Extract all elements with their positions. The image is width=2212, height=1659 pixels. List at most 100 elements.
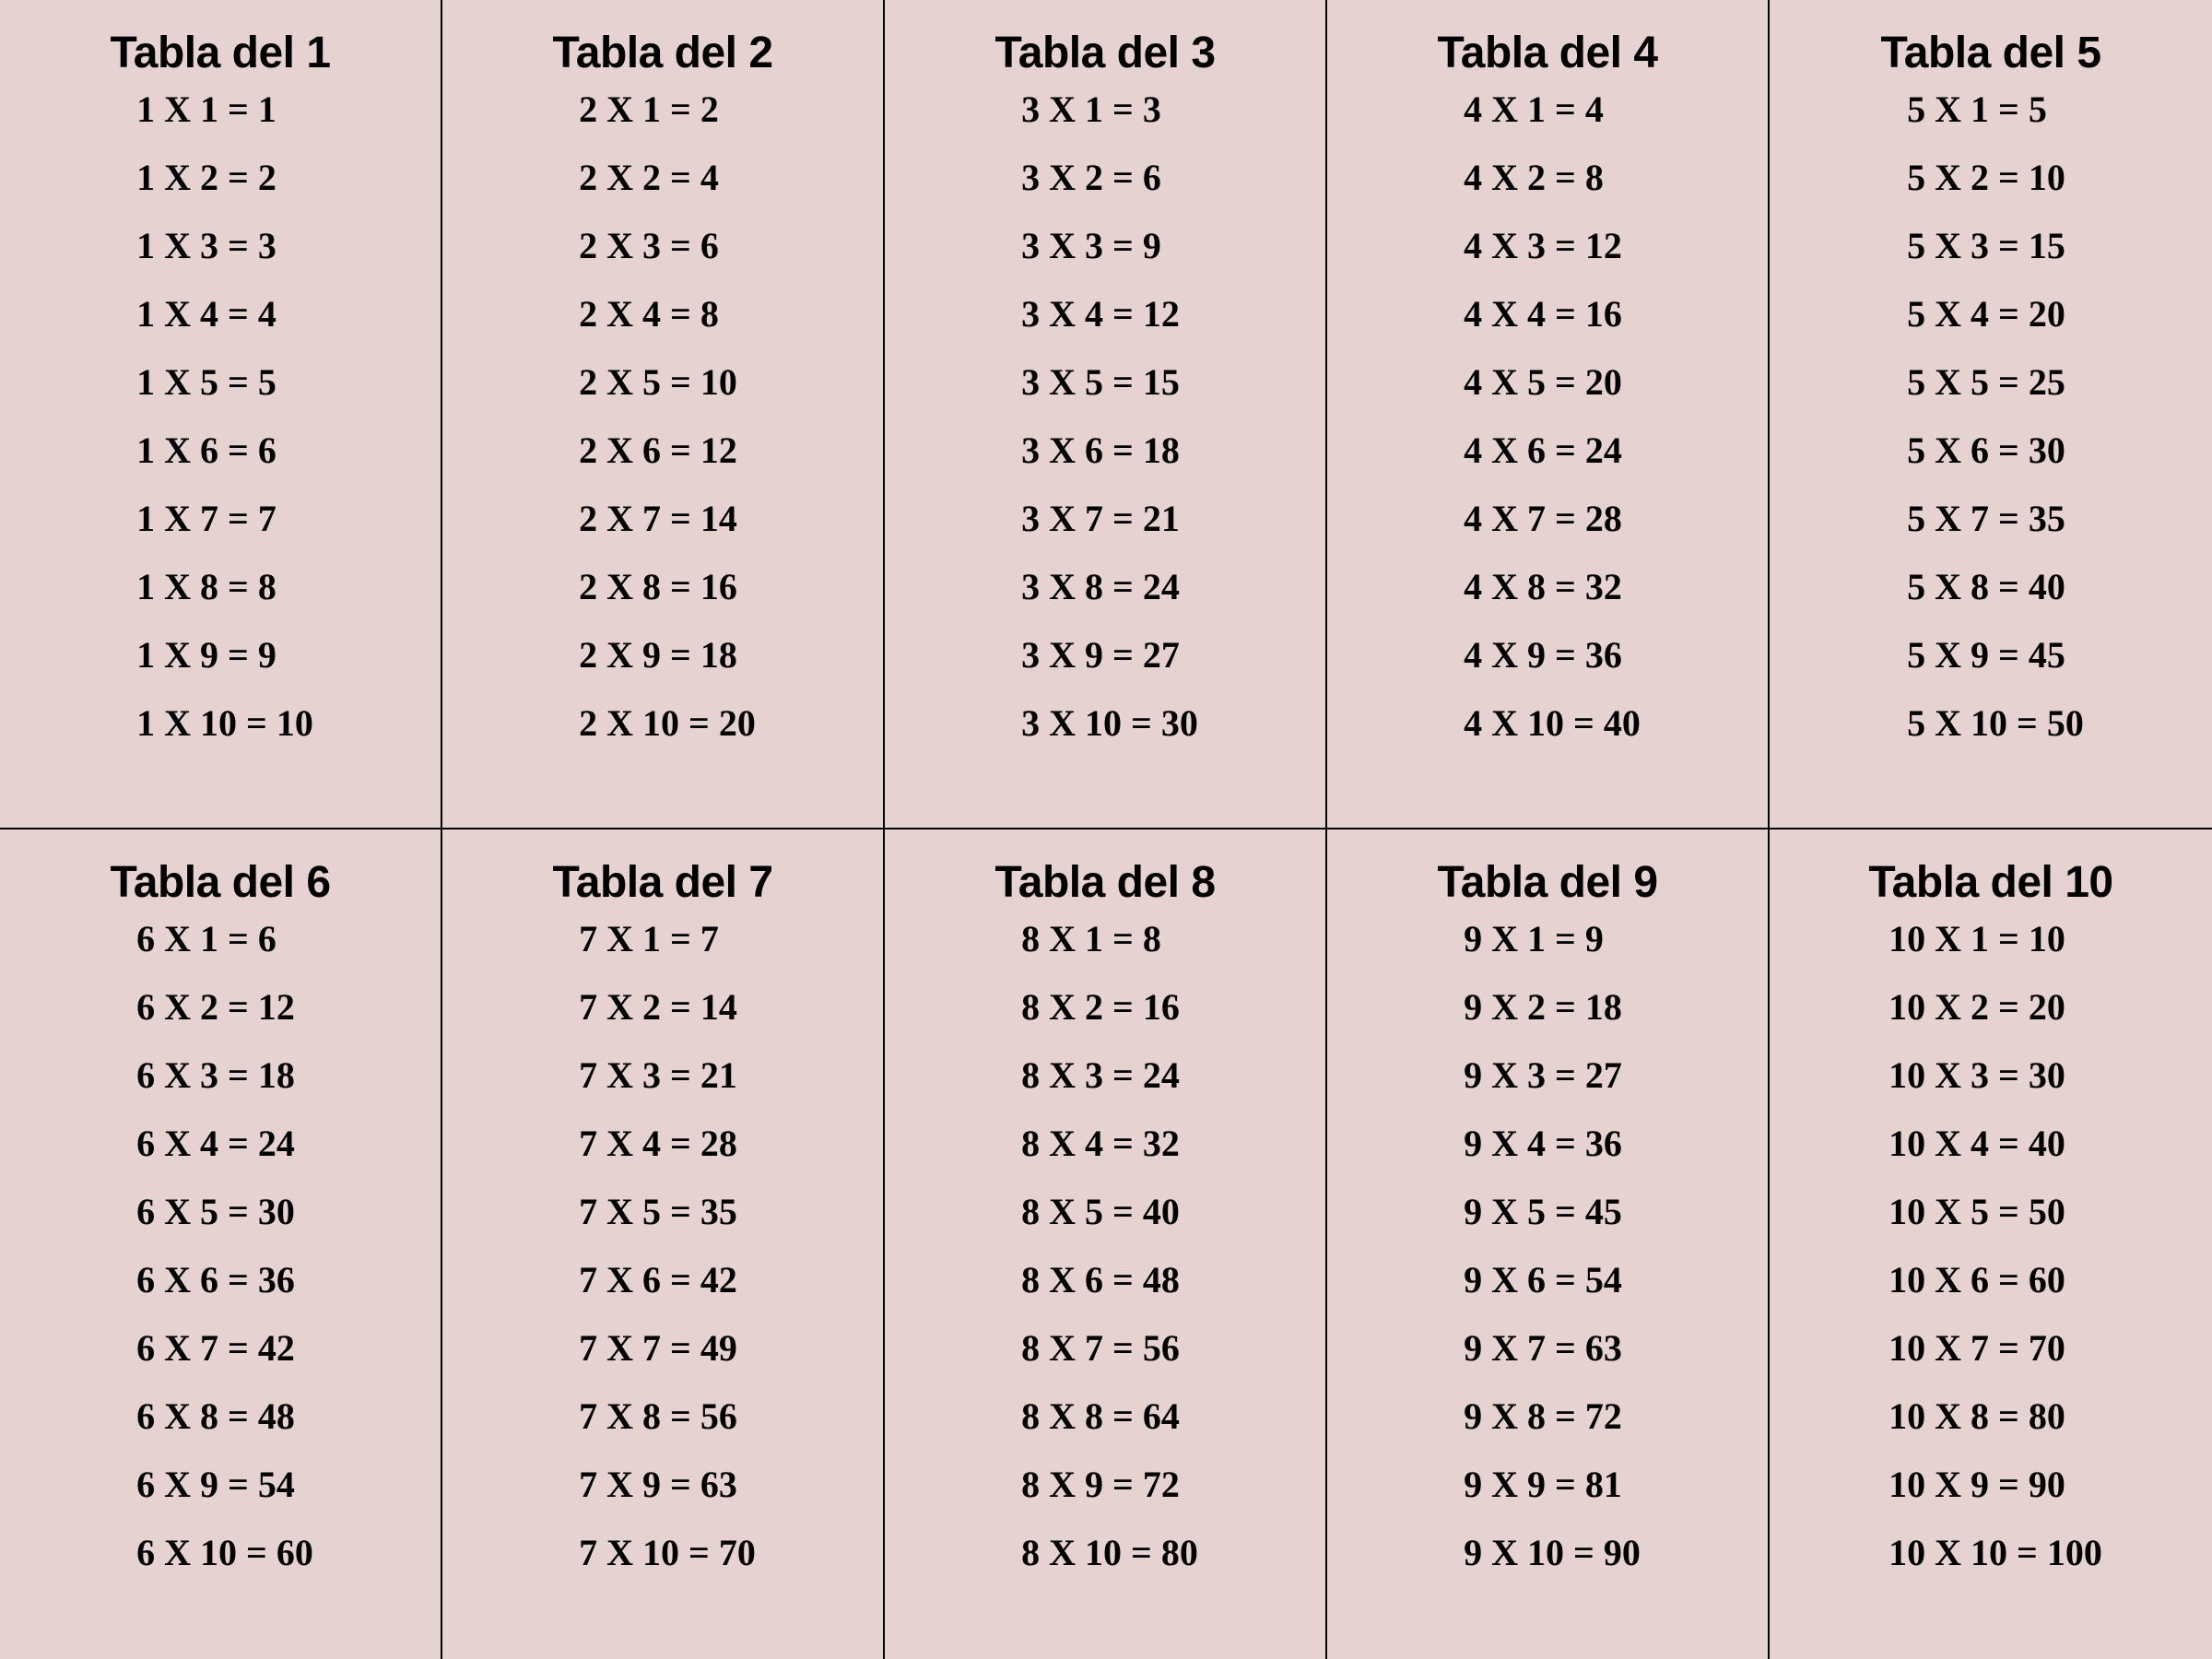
table-row: 6 X 4 = 24	[136, 1125, 295, 1162]
table-rows: 3 X 1 = 3 3 X 2 = 6 3 X 3 = 9 3 X 4 = 12…	[1012, 91, 1198, 742]
table-row: 9 X 2 = 18	[1464, 989, 1622, 1026]
table-title: Tabla del 3	[994, 28, 1215, 78]
table-row: 3 X 7 = 21	[1021, 500, 1180, 537]
table-rows: 1 X 1 = 1 1 X 2 = 2 1 X 3 = 3 1 X 4 = 4 …	[127, 91, 313, 742]
table-rows: 6 X 1 = 6 6 X 2 = 12 6 X 3 = 18 6 X 4 = …	[127, 921, 313, 1571]
table-row: 5 X 5 = 25	[1907, 364, 2065, 401]
table-row: 4 X 1 = 4	[1464, 91, 1604, 128]
table-row: 4 X 6 = 24	[1464, 432, 1622, 469]
table-row: 5 X 6 = 30	[1907, 432, 2065, 469]
table-rows: 4 X 1 = 4 4 X 2 = 8 4 X 3 = 12 4 X 4 = 1…	[1454, 91, 1641, 742]
table-row: 6 X 10 = 60	[136, 1535, 313, 1571]
table-row: 5 X 10 = 50	[1907, 705, 2084, 742]
table-rows: 10 X 1 = 10 10 X 2 = 20 10 X 3 = 30 10 X…	[1879, 921, 2102, 1571]
table-title: Tabla del 9	[1437, 857, 1657, 908]
table-row: 3 X 8 = 24	[1021, 569, 1180, 606]
table-title: Tabla del 8	[994, 857, 1215, 908]
table-row: 10 X 4 = 40	[1888, 1125, 2065, 1162]
table-row: 9 X 5 = 45	[1464, 1194, 1622, 1230]
table-title: Tabla del 6	[110, 857, 330, 908]
table-cell-2: Tabla del 2 2 X 1 = 2 2 X 2 = 4 2 X 3 = …	[442, 0, 885, 830]
table-row: 2 X 1 = 2	[579, 91, 719, 128]
table-cell-3: Tabla del 3 3 X 1 = 3 3 X 2 = 6 3 X 3 = …	[885, 0, 1327, 830]
table-row: 3 X 9 = 27	[1021, 637, 1180, 674]
table-row: 4 X 9 = 36	[1464, 637, 1622, 674]
table-row: 4 X 10 = 40	[1464, 705, 1641, 742]
table-row: 3 X 5 = 15	[1021, 364, 1180, 401]
table-row: 3 X 10 = 30	[1021, 705, 1198, 742]
table-row: 10 X 10 = 100	[1888, 1535, 2102, 1571]
table-row: 9 X 4 = 36	[1464, 1125, 1622, 1162]
table-row: 5 X 2 = 10	[1907, 159, 2065, 196]
table-row: 2 X 6 = 12	[579, 432, 737, 469]
table-row: 9 X 10 = 90	[1464, 1535, 1641, 1571]
table-row: 6 X 7 = 42	[136, 1330, 295, 1367]
table-title: Tabla del 2	[552, 28, 772, 78]
table-row: 3 X 1 = 3	[1021, 91, 1161, 128]
table-row: 4 X 5 = 20	[1464, 364, 1622, 401]
table-row: 8 X 1 = 8	[1021, 921, 1161, 958]
table-cell-9: Tabla del 9 9 X 1 = 9 9 X 2 = 18 9 X 3 =…	[1327, 830, 1770, 1659]
table-row: 7 X 3 = 21	[579, 1057, 737, 1094]
table-row: 9 X 7 = 63	[1464, 1330, 1622, 1367]
table-row: 7 X 1 = 7	[579, 921, 719, 958]
table-row: 10 X 3 = 30	[1888, 1057, 2065, 1094]
table-title: Tabla del 5	[1880, 28, 2100, 78]
table-row: 5 X 1 = 5	[1907, 91, 2047, 128]
table-row: 7 X 7 = 49	[579, 1330, 737, 1367]
table-row: 7 X 2 = 14	[579, 989, 737, 1026]
table-row: 8 X 8 = 64	[1021, 1398, 1180, 1435]
table-row: 10 X 7 = 70	[1888, 1330, 2065, 1367]
table-title: Tabla del 7	[552, 857, 772, 908]
table-cell-5: Tabla del 5 5 X 1 = 5 5 X 2 = 10 5 X 3 =…	[1770, 0, 2212, 830]
table-cell-6: Tabla del 6 6 X 1 = 6 6 X 2 = 12 6 X 3 =…	[0, 830, 442, 1659]
table-row: 1 X 7 = 7	[136, 500, 276, 537]
table-row: 7 X 9 = 63	[579, 1466, 737, 1503]
table-row: 1 X 5 = 5	[136, 364, 276, 401]
table-row: 1 X 9 = 9	[136, 637, 276, 674]
table-row: 5 X 7 = 35	[1907, 500, 2065, 537]
table-row: 9 X 8 = 72	[1464, 1398, 1622, 1435]
table-row: 5 X 8 = 40	[1907, 569, 2065, 606]
table-row: 8 X 7 = 56	[1021, 1330, 1180, 1367]
table-row: 8 X 5 = 40	[1021, 1194, 1180, 1230]
table-row: 1 X 2 = 2	[136, 159, 276, 196]
table-row: 6 X 3 = 18	[136, 1057, 295, 1094]
table-title: Tabla del 1	[110, 28, 330, 78]
table-row: 1 X 8 = 8	[136, 569, 276, 606]
multiplication-tables-grid: Tabla del 1 1 X 1 = 1 1 X 2 = 2 1 X 3 = …	[0, 0, 2212, 1659]
table-row: 5 X 3 = 15	[1907, 228, 2065, 265]
table-row: 10 X 1 = 10	[1888, 921, 2065, 958]
table-row: 6 X 9 = 54	[136, 1466, 295, 1503]
table-row: 10 X 9 = 90	[1888, 1466, 2065, 1503]
table-row: 6 X 8 = 48	[136, 1398, 295, 1435]
table-row: 3 X 2 = 6	[1021, 159, 1161, 196]
table-rows: 5 X 1 = 5 5 X 2 = 10 5 X 3 = 15 5 X 4 = …	[1898, 91, 2084, 742]
table-row: 9 X 9 = 81	[1464, 1466, 1622, 1503]
table-row: 2 X 4 = 8	[579, 296, 719, 333]
table-rows: 2 X 1 = 2 2 X 2 = 4 2 X 3 = 6 2 X 4 = 8 …	[570, 91, 756, 742]
table-rows: 8 X 1 = 8 8 X 2 = 16 8 X 3 = 24 8 X 4 = …	[1012, 921, 1198, 1571]
table-row: 4 X 4 = 16	[1464, 296, 1622, 333]
table-rows: 9 X 1 = 9 9 X 2 = 18 9 X 3 = 27 9 X 4 = …	[1454, 921, 1641, 1571]
table-row: 3 X 3 = 9	[1021, 228, 1161, 265]
table-row: 2 X 3 = 6	[579, 228, 719, 265]
table-row: 9 X 3 = 27	[1464, 1057, 1622, 1094]
table-row: 1 X 3 = 3	[136, 228, 276, 265]
table-row: 4 X 3 = 12	[1464, 228, 1622, 265]
table-row: 3 X 6 = 18	[1021, 432, 1180, 469]
table-row: 6 X 2 = 12	[136, 989, 295, 1026]
table-row: 2 X 10 = 20	[579, 705, 756, 742]
table-row: 9 X 6 = 54	[1464, 1262, 1622, 1299]
table-row: 5 X 9 = 45	[1907, 637, 2065, 674]
table-row: 5 X 4 = 20	[1907, 296, 2065, 333]
table-row: 7 X 8 = 56	[579, 1398, 737, 1435]
table-row: 2 X 2 = 4	[579, 159, 719, 196]
table-cell-10: Tabla del 10 10 X 1 = 10 10 X 2 = 20 10 …	[1770, 830, 2212, 1659]
table-row: 6 X 5 = 30	[136, 1194, 295, 1230]
table-cell-8: Tabla del 8 8 X 1 = 8 8 X 2 = 16 8 X 3 =…	[885, 830, 1327, 1659]
table-row: 1 X 10 = 10	[136, 705, 313, 742]
table-row: 10 X 6 = 60	[1888, 1262, 2065, 1299]
table-row: 6 X 6 = 36	[136, 1262, 295, 1299]
table-cell-1: Tabla del 1 1 X 1 = 1 1 X 2 = 2 1 X 3 = …	[0, 0, 442, 830]
